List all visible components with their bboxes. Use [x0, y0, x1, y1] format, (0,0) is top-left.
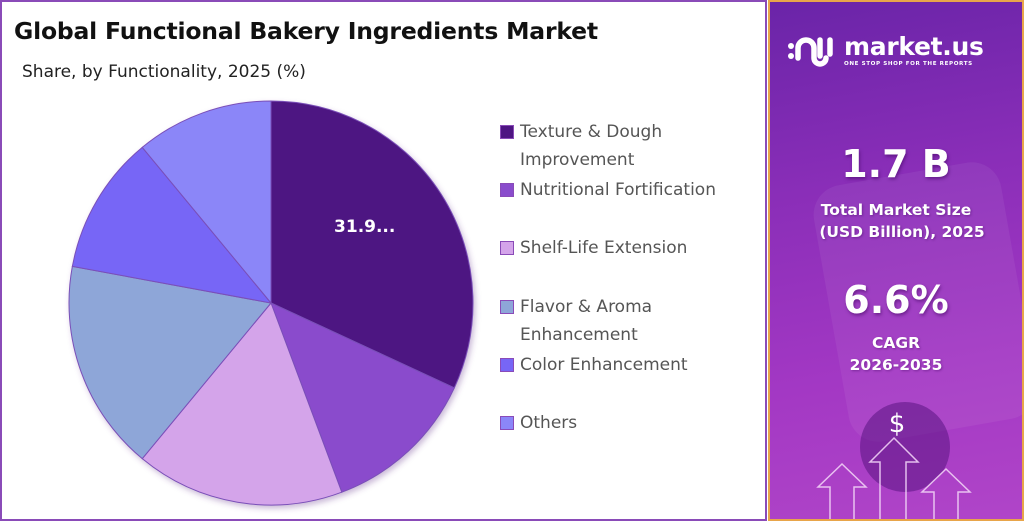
pie-slice-nutritional-fortification: [270, 302, 455, 493]
legend-label: Nutritional Fortification: [520, 180, 716, 200]
legend-swatch: [500, 416, 514, 430]
pie-slice-texture-dough-improvement: [270, 100, 474, 389]
chart-panel: Global Functional Bakery Ingredients Mar…: [0, 0, 767, 521]
legend-swatch: [500, 358, 514, 372]
legend-swatch: [500, 183, 514, 197]
cagr-period: 2026-2035: [849, 356, 943, 374]
market-size-value: 1.7 B: [841, 142, 951, 186]
brand-tagline: ONE STOP SHOP FOR THE REPORTS: [844, 60, 973, 67]
legend-swatch: [500, 300, 514, 314]
chart-title: Global Functional Bakery Ingredients Mar…: [14, 17, 598, 45]
legend-item-color-enhancement: Color Enhancement: [500, 353, 688, 379]
market-us-logo-icon: [788, 37, 833, 67]
pie-chart: 31.9...: [68, 100, 474, 506]
pie-slice-others: [141, 100, 272, 305]
chart-subtitle: Share, by Functionality, 2025 (%): [22, 62, 306, 82]
brand-logo-block: market.us ONE STOP SHOP FOR THE REPORTS: [786, 32, 984, 68]
legend-item-flavor-aroma: Flavor & Aroma Enhancement: [500, 295, 652, 349]
pie-data-label: 31.9...: [334, 217, 395, 237]
market-size-label-line2: (USD Billion), 2025: [819, 223, 985, 241]
legend-item-shelf-life-extension: Shelf-Life Extension: [500, 236, 687, 262]
legend-item-nutritional-fortification: Nutritional Fortification: [500, 178, 716, 204]
background-circle: [860, 402, 950, 492]
growth-arrows-icon: $: [816, 409, 972, 519]
pie-slice-flavor-aroma-enhancement: [68, 265, 272, 460]
legend-item-texture-dough: Texture & Dough Improvement: [500, 120, 662, 174]
legend-label: Others: [520, 413, 578, 433]
pie-slice-shelf-life-extension: [141, 302, 343, 506]
legend-swatch: [500, 241, 514, 255]
legend-label: Color Enhancement: [520, 355, 688, 375]
legend-item-others: Others: [500, 411, 577, 437]
market-size-label-line1: Total Market Size: [820, 201, 972, 219]
dollar-icon: $: [889, 409, 906, 439]
legend-label: Texture & Dough Improvement: [520, 122, 663, 170]
pie-slice-color-enhancement: [71, 146, 273, 304]
cagr-label: CAGR: [871, 334, 921, 352]
legend-label: Shelf-Life Extension: [520, 238, 688, 258]
brand-name: market.us: [844, 31, 984, 61]
summary-sidebar: market.us ONE STOP SHOP FOR THE REPORTS …: [768, 0, 1024, 521]
cagr-value: 6.6%: [843, 278, 949, 322]
legend-swatch: [500, 125, 514, 139]
legend-label: Flavor & Aroma Enhancement: [520, 297, 653, 345]
